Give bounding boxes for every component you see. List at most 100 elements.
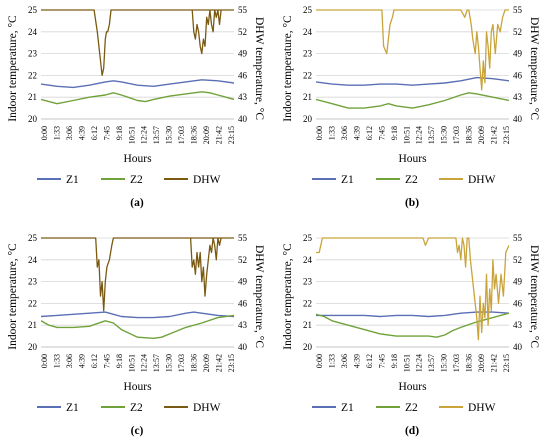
y2-tick-label: 55 [238, 5, 248, 15]
x-axis-label: Hours [123, 381, 152, 393]
y-tick-label: 20 [28, 342, 38, 352]
x-tick-label: 15:30 [440, 354, 449, 372]
x-tick-label: 7:45 [102, 126, 111, 140]
x-tick-label: 18:36 [465, 126, 474, 144]
y-axis-label: Indoor temperature, °C [7, 243, 19, 350]
y2-tick-label: 52 [513, 27, 522, 37]
x-tick-label: 1:33 [327, 354, 336, 368]
y-tick-label: 24 [303, 27, 313, 37]
series-line-z2 [41, 314, 234, 339]
x-tick-label: 20:09 [477, 354, 486, 372]
x-tick-label: 15:30 [165, 354, 174, 372]
y2-tick-label: 55 [238, 233, 248, 243]
panel-caption: (a) [130, 197, 144, 209]
x-tick-label: 0:00 [40, 126, 49, 140]
y2-axis-label: DHW temperature, °C [528, 245, 540, 348]
x-tick-label: 9:18 [390, 354, 399, 368]
legend-label-z1: Z1 [341, 174, 354, 186]
y2-tick-label: 43 [513, 320, 523, 330]
legend-label-dhw: DHW [193, 174, 221, 186]
x-tick-label: 17:03 [452, 126, 461, 144]
x-tick-label: 21:42 [215, 126, 224, 144]
legend-label-dhw: DHW [193, 402, 221, 414]
x-tick-label: 13:57 [427, 354, 436, 372]
x-tick-label: 18:36 [190, 354, 199, 372]
x-tick-label: 15:30 [440, 126, 449, 144]
y2-tick-label: 49 [238, 49, 248, 59]
y2-tick-label: 40 [238, 114, 248, 124]
x-tick-label: 9:18 [115, 354, 124, 368]
x-tick-label: 3:06 [340, 126, 349, 140]
y2-tick-label: 43 [238, 320, 248, 330]
x-tick-label: 20:09 [202, 354, 211, 372]
y-tick-label: 20 [303, 342, 313, 352]
x-axis-label: Hours [398, 153, 427, 165]
y-tick-label: 23 [303, 49, 313, 59]
x-tick-label: 4:39 [352, 126, 361, 140]
legend-label-dhw: DHW [468, 174, 496, 186]
series-line-dhw [41, 9, 234, 77]
x-tick-label: 7:45 [102, 354, 111, 368]
y-axis-label: Indoor temperature, °C [282, 15, 294, 122]
x-tick-label: 10:51 [127, 354, 136, 372]
y2-tick-label: 43 [238, 92, 248, 102]
legend-label-z2: Z2 [405, 174, 418, 186]
y-tick-label: 24 [28, 27, 38, 37]
legend-label-dhw: DHW [468, 402, 496, 414]
x-tick-label: 1:33 [52, 354, 61, 368]
y2-tick-label: 55 [513, 233, 523, 243]
y-tick-label: 21 [28, 320, 37, 330]
y-tick-label: 22 [28, 298, 37, 308]
x-tick-label: 23:15 [502, 126, 511, 144]
y2-tick-label: 40 [513, 342, 523, 352]
x-tick-label: 13:57 [427, 126, 436, 144]
x-tick-label: 18:36 [190, 126, 199, 144]
series-line-z1 [41, 79, 234, 89]
y2-tick-label: 52 [238, 27, 247, 37]
x-tick-label: 1:33 [327, 126, 336, 140]
y2-tick-label: 46 [238, 298, 248, 308]
y-tick-label: 25 [303, 233, 313, 243]
y2-tick-label: 55 [513, 5, 523, 15]
panel-caption: (d) [405, 425, 419, 437]
y2-tick-label: 46 [513, 70, 523, 80]
series-line-z1 [316, 311, 509, 318]
x-tick-label: 15:30 [165, 126, 174, 144]
y-tick-label: 25 [28, 233, 38, 243]
x-tick-label: 12:24 [140, 354, 149, 372]
x-tick-label: 4:39 [352, 354, 361, 368]
y2-axis-label: DHW temperature, °C [528, 17, 540, 120]
y-tick-label: 21 [28, 92, 37, 102]
y-axis-label: Indoor temperature, °C [7, 15, 19, 122]
x-tick-label: 0:00 [315, 354, 324, 368]
x-tick-label: 20:09 [477, 126, 486, 144]
series-line-z2 [316, 312, 509, 338]
x-tick-label: 3:06 [65, 354, 74, 368]
x-tick-label: 0:00 [315, 126, 324, 140]
y2-tick-label: 40 [238, 342, 248, 352]
panel-d: 20 21 22 23 24 25 40 43 46 49 52 55 0:00 1:33 3:06 4:39… [282, 233, 540, 437]
x-tick-label: 17:03 [452, 354, 461, 372]
panel-a: 20 21 22 23 24 25 40 43 46 49 52 55 0:00 1:33 3:06 4:39… [7, 5, 265, 209]
legend-label-z2: Z2 [405, 402, 418, 414]
y2-tick-label: 49 [513, 277, 523, 287]
x-tick-label: 4:39 [77, 354, 86, 368]
panel-c: 20 21 22 23 24 25 40 43 46 49 52 55 0:00 1:33 3:06 4:39… [7, 233, 265, 437]
series-line-z1 [41, 311, 234, 319]
x-tick-label: 9:18 [390, 126, 399, 140]
y-tick-label: 25 [28, 5, 38, 15]
y-tick-label: 23 [28, 49, 38, 59]
x-tick-label: 21:42 [490, 126, 499, 144]
x-tick-label: 13:57 [152, 354, 161, 372]
legend-label-z1: Z1 [66, 174, 79, 186]
x-tick-label: 9:18 [115, 126, 124, 140]
y-tick-label: 22 [28, 70, 37, 80]
legend-label-z2: Z2 [130, 174, 143, 186]
x-tick-label: 12:24 [415, 126, 424, 144]
y-tick-label: 22 [303, 70, 312, 80]
y2-tick-label: 46 [513, 298, 523, 308]
series-line-z2 [41, 91, 234, 105]
y-tick-label: 20 [303, 114, 313, 124]
x-axis-label: Hours [123, 153, 152, 165]
y-tick-label: 23 [28, 277, 38, 287]
